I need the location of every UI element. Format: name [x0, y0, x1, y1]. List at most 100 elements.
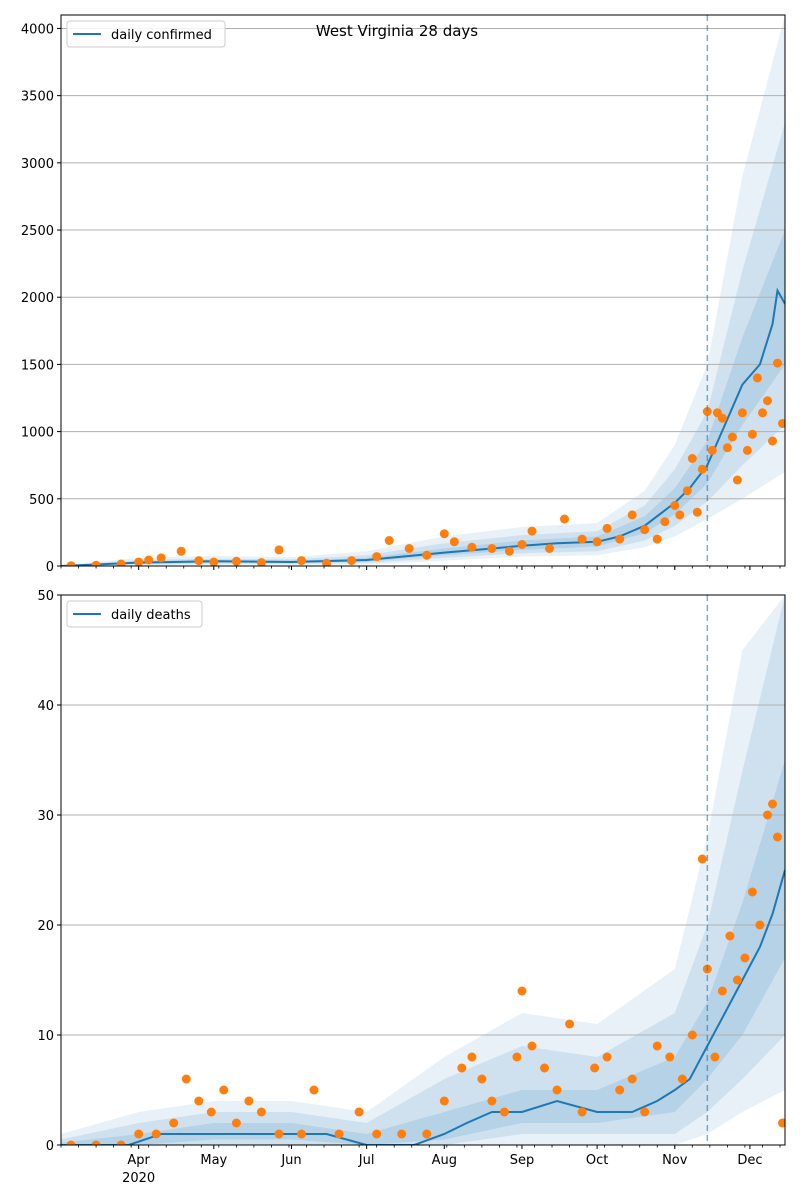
deaths-observed-point: [755, 920, 765, 930]
confirmed-observed-point: [697, 464, 707, 474]
confirmed-observed-point: [91, 560, 101, 566]
deaths-ytick-label: 20: [37, 919, 54, 934]
deaths-observed-point: [274, 1129, 284, 1139]
confirmed-observed-point: [194, 556, 204, 566]
deaths-observed-point: [540, 1063, 549, 1073]
deaths-band-2: [61, 595, 785, 1145]
deaths-observed-point: [206, 1107, 216, 1117]
confirmed-observed-point: [504, 546, 514, 556]
confirmed-ytick-label: 3000: [21, 157, 54, 172]
deaths-observed-point: [467, 1052, 477, 1062]
deaths-observed-point: [116, 1140, 126, 1145]
confirmed-ytick-label: 2500: [21, 224, 54, 239]
confirmed-observed-point: [747, 429, 757, 439]
deaths-observed-point: [577, 1107, 587, 1117]
deaths-observed-point: [732, 975, 742, 985]
deaths-observed-point: [477, 1074, 487, 1084]
confirmed-observed-point: [627, 510, 637, 520]
confirmed-ytick-label: 500: [29, 493, 54, 508]
confirmed-observed-point: [687, 454, 697, 463]
deaths-observed-point: [747, 887, 757, 897]
confirmed-observed-point: [722, 443, 732, 453]
deaths-observed-point: [778, 1118, 785, 1128]
confirmed-observed-point: [231, 556, 241, 566]
deaths-xtick-sublabel: 2020: [122, 1171, 155, 1186]
confirmed-x-axis: [60, 566, 781, 570]
deaths-xtick-label: Jul: [358, 1153, 375, 1168]
confirmed-uncertainty-bands: [61, 15, 785, 566]
deaths-ytick-label: 0: [46, 1139, 54, 1154]
deaths-observed-point: [768, 799, 777, 809]
deaths-x-axis: Apr 2020 May Jun Jul Aug Sep Oct Nov Dec: [60, 1145, 781, 1186]
confirmed-observed-point: [517, 540, 527, 549]
deaths-ytick-label: 30: [37, 809, 54, 824]
confirmed-observed-point: [778, 419, 785, 428]
confirmed-observed-point: [615, 534, 625, 544]
confirmed-observed-point: [560, 514, 569, 524]
deaths-observed-point: [487, 1096, 497, 1106]
deaths-legend: daily deaths: [66, 600, 203, 628]
confirmed-observed-point: [467, 542, 477, 552]
legend-box: [66, 20, 226, 48]
deaths-observed-point: [439, 1096, 449, 1106]
confirmed-ytick-label: 2000: [21, 291, 54, 306]
legend-label-confirmed: daily confirmed: [111, 28, 212, 43]
deaths-observed-point: [725, 931, 735, 941]
deaths-panel: 0 10 20 30 40 50 Apr 2020 May Jun Jul Aug Sep Oct Nov…: [37, 589, 786, 1186]
deaths-uncertainty-bands: [61, 595, 785, 1145]
deaths-xtick-label: Sep: [510, 1153, 535, 1168]
confirmed-band-1: [61, 15, 785, 566]
deaths-observed-point: [763, 810, 772, 820]
confirmed-observed-point: [577, 534, 587, 544]
deaths-observed-point: [565, 1019, 575, 1029]
confirmed-observed-point: [372, 552, 382, 562]
confirmed-legend: daily confirmed: [66, 20, 226, 48]
deaths-observed-point: [231, 1118, 241, 1128]
deaths-observed-point: [66, 1140, 76, 1145]
deaths-observed-point: [552, 1085, 562, 1095]
deaths-observed-point: [697, 854, 707, 864]
confirmed-observed-point: [752, 373, 762, 383]
confirmed-observed-point: [652, 534, 662, 544]
deaths-observed-point: [309, 1085, 319, 1095]
deaths-observed-point: [219, 1085, 229, 1095]
confirmed-ytick-label: 1000: [21, 426, 54, 441]
deaths-observed-point: [397, 1129, 407, 1139]
deaths-observed-point: [517, 986, 527, 996]
deaths-xtick-label: Nov: [662, 1153, 688, 1168]
confirmed-ytick-label: 3500: [21, 90, 54, 105]
confirmed-observed-point: [384, 536, 394, 545]
confirmed-observed-point: [682, 486, 692, 496]
confirmed-observed-point: [176, 546, 186, 556]
confirmed-axes-frame: [60, 14, 786, 567]
confirmed-observed-point: [134, 557, 144, 566]
confirmed-observed-point: [692, 507, 702, 517]
deaths-y-axis: 0 10 20 30 40 50: [37, 589, 61, 1154]
confirmed-observed-point: [702, 407, 712, 416]
confirmed-observed-point: [422, 550, 432, 560]
confirmed-observed-point: [297, 556, 306, 566]
confirmed-observed-point: [727, 432, 737, 442]
deaths-observed-point: [181, 1074, 191, 1084]
deaths-observed-point: [527, 1041, 537, 1051]
legend-box: [66, 600, 203, 628]
deaths-xtick-label: May: [200, 1153, 227, 1168]
deaths-observed-point: [640, 1107, 650, 1117]
deaths-band-1: [61, 595, 785, 1145]
deaths-observed-point: [590, 1063, 600, 1073]
deaths-xtick-label: Dec: [737, 1153, 762, 1168]
deaths-observed-point: [687, 1030, 697, 1040]
deaths-observed-point: [602, 1052, 612, 1062]
deaths-observed-point: [194, 1096, 204, 1106]
confirmed-observed-point: [675, 510, 685, 520]
confirmed-observed-point: [640, 525, 650, 535]
deaths-observed-point: [665, 1052, 675, 1062]
confirmed-observed-point: [732, 475, 742, 485]
deaths-observed-point: [244, 1096, 254, 1106]
confirmed-observed-point: [737, 408, 747, 418]
deaths-observed-point: [512, 1052, 522, 1062]
confirmed-observed-point: [545, 544, 554, 553]
confirmed-observed-point: [487, 544, 497, 553]
deaths-observed-point: [710, 1052, 720, 1062]
